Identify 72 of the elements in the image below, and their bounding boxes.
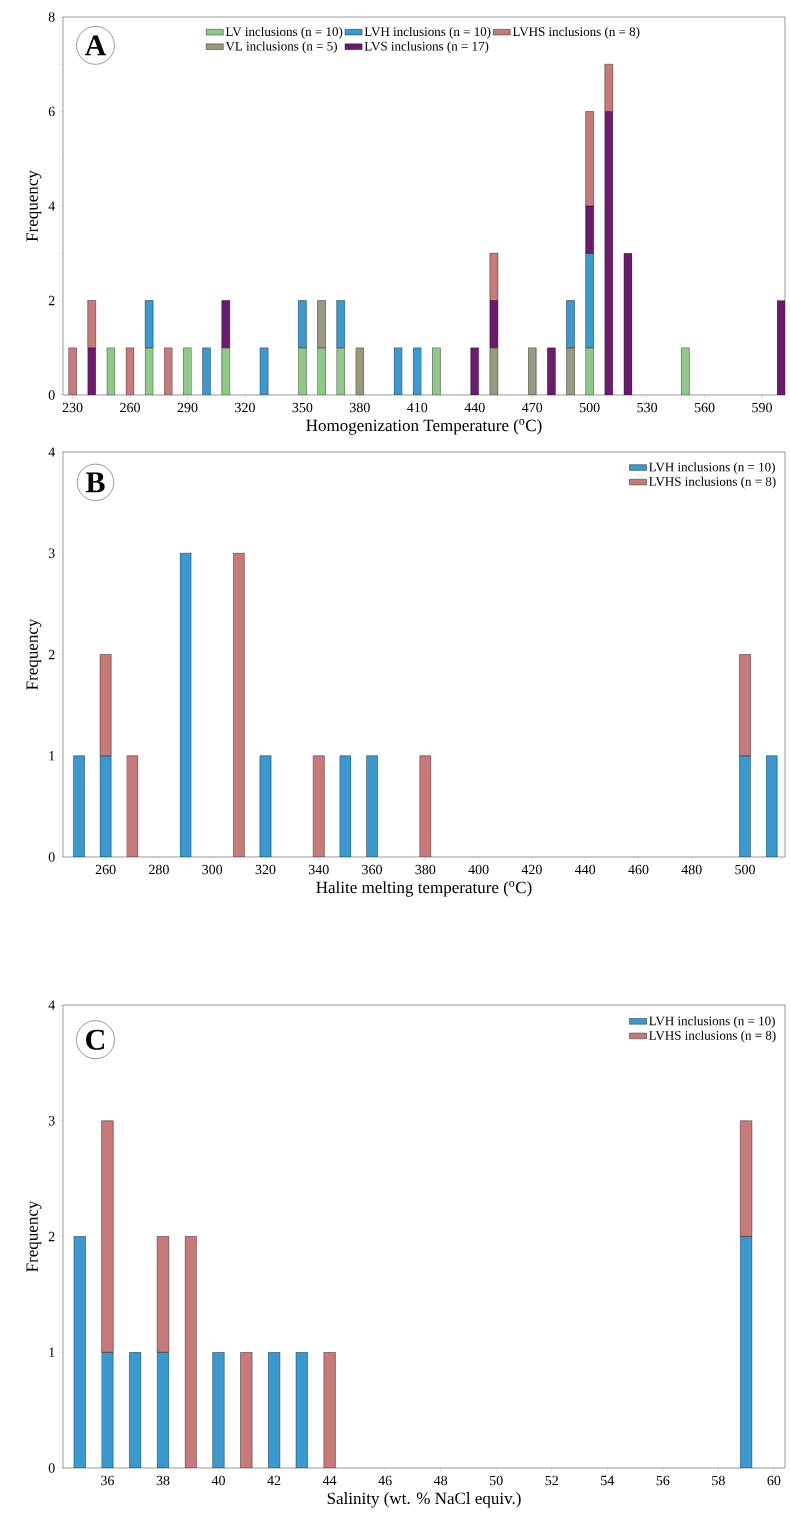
y-tick-label: 3 [48,548,55,558]
x-tick-label: 290 [177,402,198,413]
x-tick-label: 46 [378,1475,392,1486]
legend-label: LVHS inclusions (n = 8) [649,476,776,489]
x-tick-label: 38 [156,1475,170,1486]
x-tick-label: 590 [752,402,772,413]
x-axis-title: Halite melting temperature ($^{o}$C) [316,881,532,897]
y-tick-label: 0 [48,852,55,862]
legend-label: LV inclusions (n = 10) [225,26,343,39]
x-tick-label: 560 [694,402,715,413]
x-tick-label: 500 [735,864,755,875]
annotation: C [86,1029,105,1050]
y-tick-label: 0 [48,1463,55,1473]
x-tick-label: 400 [468,864,489,875]
y-tick-label: 4 [48,447,55,457]
x-tick-label: 440 [574,864,596,875]
x-tick-label: 410 [407,402,428,413]
x-tick-label: 260 [120,402,140,413]
x-tick-label: 60 [767,1475,781,1486]
y-axis-title: Frequency [26,618,42,690]
x-tick-label: 44 [322,1475,337,1485]
y-tick-label: 2 [48,295,55,306]
y-tick-label: 3 [48,1116,55,1126]
x-tick-label: 52 [545,1475,558,1486]
x-tick-label: 54 [601,1475,615,1486]
annotation: A [84,35,107,56]
x-axis-title: Salinity (wt. % NaCl equiv.) [327,1492,521,1508]
x-tick-label: 360 [362,864,383,875]
annotation: B [85,472,105,493]
y-tick-label: 8 [48,12,55,22]
legend-label: LVH inclusions (n = 10) [649,462,775,475]
y-tick-label: 1 [49,751,55,761]
x-tick-label: 340 [308,864,329,875]
x-tick-label: 530 [637,402,658,413]
x-tick-label: 260 [95,864,116,875]
x-tick-label: 42 [267,1475,281,1486]
x-tick-label: 58 [712,1475,725,1486]
x-tick-label: 480 [681,864,702,875]
x-tick-label: 380 [415,864,436,875]
x-tick-label: 56 [656,1475,670,1486]
x-tick-label: 320 [235,402,255,413]
x-tick-label: 48 [433,1475,448,1486]
x-tick-label: 230 [62,402,83,413]
x-axis-title: Homogenization Temperature ($^{o}$C) [306,419,542,435]
y-tick-label: 4 [48,201,55,211]
x-tick-label: 380 [350,402,370,413]
y-tick-label: 4 [48,1000,55,1010]
y-tick-label: 1 [49,1347,55,1357]
x-tick-label: 36 [101,1475,115,1486]
legend-label: LVH inclusions (n = 10) [364,26,491,39]
x-tick-label: 280 [149,864,169,875]
y-tick-label: 2 [48,1231,55,1242]
y-axis-title: Frequency [26,170,42,242]
x-tick-label: 350 [292,402,313,413]
y-tick-label: 0 [48,390,55,400]
y-tick-label: 6 [48,106,55,117]
y-axis-title: Frequency [26,1200,42,1272]
y-tick-label: 2 [48,649,55,660]
x-tick-label: 320 [255,864,276,875]
x-tick-label: 420 [521,864,542,875]
x-tick-label: 50 [490,1475,503,1486]
x-tick-label: 500 [579,402,600,413]
x-tick-label: 460 [628,864,649,875]
x-tick-label: 440 [464,402,485,413]
legend-label: VL inclusions (n = 5) [225,41,337,54]
legend-label: LVHS inclusions (n = 8) [512,26,640,39]
x-tick-label: 300 [202,864,223,875]
legend-label: LVHS inclusions (n = 8) [649,1030,776,1043]
x-tick-label: 40 [211,1475,225,1486]
legend-label: LVS inclusions (n = 17) [364,41,489,54]
x-tick-label: 470 [521,402,543,413]
legend-label: LVH inclusions (n = 10) [649,1016,775,1028]
